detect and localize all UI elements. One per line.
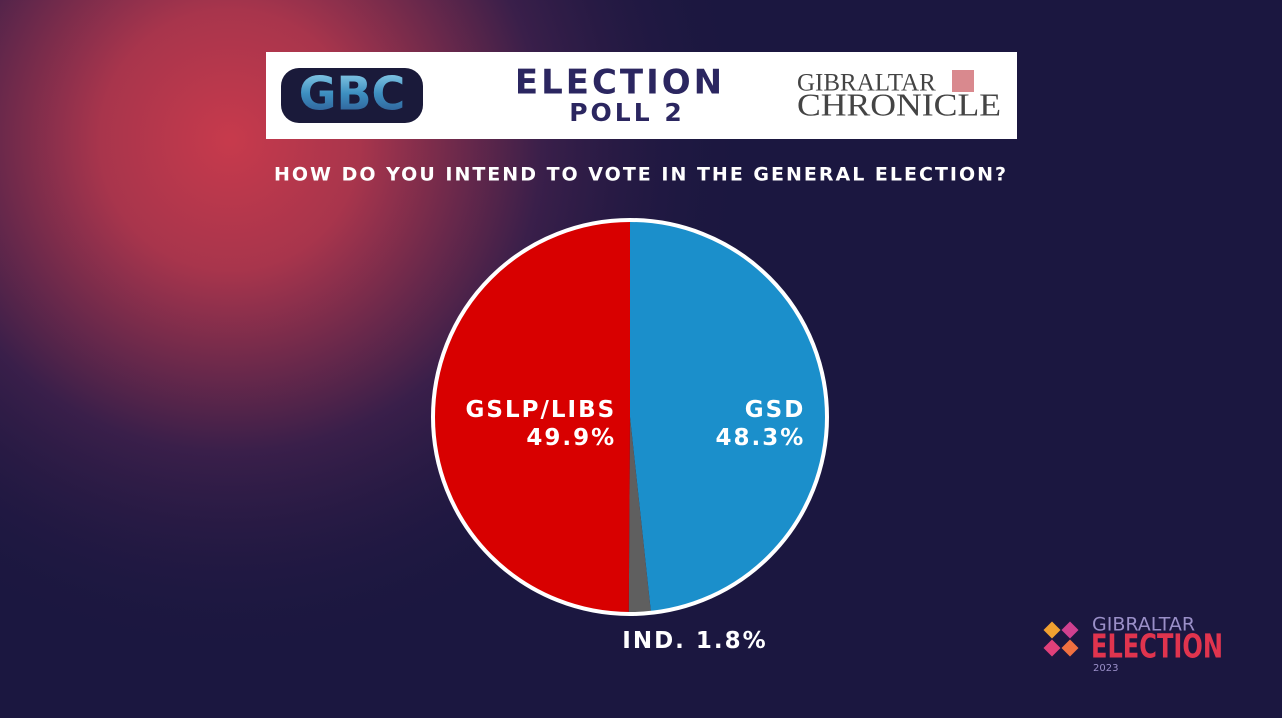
slice-category: GSD xyxy=(745,397,806,423)
chronicle-crest xyxy=(952,70,974,92)
pie-border xyxy=(431,218,829,616)
logo-diamond xyxy=(1043,639,1061,657)
pie: GSD 48.3% IND. 1.8% GSLP/LIBS 49.9% xyxy=(431,218,829,654)
header-title: ELECTION xyxy=(515,63,725,103)
logo-diamond xyxy=(1061,639,1079,657)
gbc-logo: GBC xyxy=(299,67,406,121)
pie-slice xyxy=(628,417,652,614)
footer-logo: GIBRALTAR ELECTION 2023 xyxy=(1043,614,1223,674)
footer-logo-line3: 2023 xyxy=(1093,663,1118,674)
logo-diamond xyxy=(1043,621,1061,639)
slice-value-label: 1.8% xyxy=(696,628,768,654)
slice-label: IND. 1.8% xyxy=(622,628,767,654)
pie-slice xyxy=(630,219,827,613)
slice-label: GSLP/LIBS 49.9% xyxy=(466,397,617,451)
footer-logo-line1: GIBRALTAR xyxy=(1092,614,1195,636)
chronicle-line2: CHRONICLE xyxy=(797,86,1001,122)
footer-logo-line2: ELECTION xyxy=(1091,627,1223,666)
header-subtitle: POLL 2 xyxy=(569,98,685,127)
logo-diamond xyxy=(1061,621,1079,639)
slice-label: GSD 48.3% xyxy=(716,397,806,451)
pie-slice xyxy=(433,220,630,614)
slice-value-label: 48.3% xyxy=(716,425,806,451)
slice-value-label: 49.9% xyxy=(526,425,616,451)
slice-category: GSLP/LIBS xyxy=(466,397,617,423)
slice-category: IND. xyxy=(622,628,686,654)
chart-title: HOW DO YOU INTEND TO VOTE IN THE GENERAL… xyxy=(274,164,1008,186)
gbc-logo-bg xyxy=(281,68,423,123)
chronicle-line1: GIBRALTAR xyxy=(797,70,936,97)
